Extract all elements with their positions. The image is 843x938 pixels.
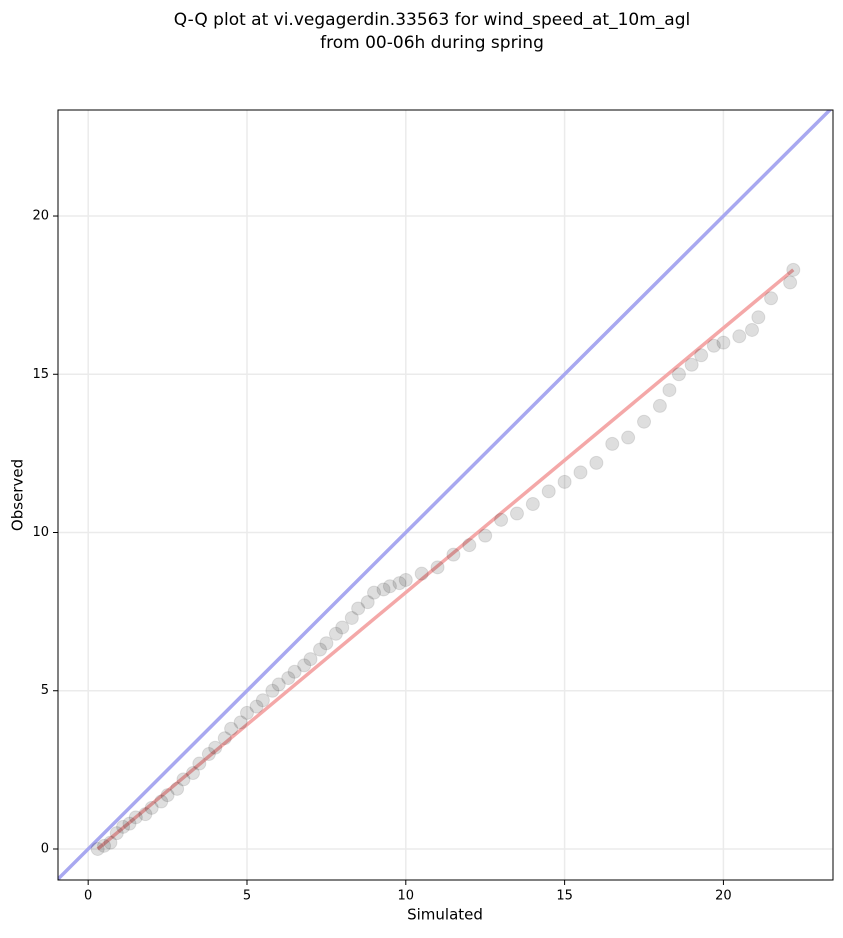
point [192, 756, 207, 771]
point [351, 601, 366, 616]
point [122, 816, 137, 831]
point [478, 528, 493, 543]
point [392, 576, 407, 591]
plot-frame [57, 109, 834, 881]
point [103, 835, 118, 850]
y-tick-label: 5 [41, 683, 49, 698]
x-tick-label: 15 [556, 889, 573, 904]
point [706, 338, 721, 353]
point [621, 430, 636, 445]
point [90, 841, 105, 856]
point [557, 474, 572, 489]
x-tick-label: 5 [243, 889, 251, 904]
point [684, 357, 699, 372]
y-axis-label: Observed [9, 459, 27, 531]
point [414, 566, 429, 581]
point [128, 810, 143, 825]
point [525, 497, 540, 512]
point [328, 626, 343, 641]
point [255, 693, 270, 708]
point [671, 367, 686, 382]
point [297, 658, 312, 673]
point [281, 671, 296, 686]
point [224, 721, 239, 736]
point [144, 800, 159, 815]
y-tick-label: 20 [32, 209, 49, 224]
point [589, 455, 604, 470]
x-tick-label: 20 [715, 889, 732, 904]
chart-title: Q-Q plot at vi.vegagerdin.33563 for wind… [174, 10, 690, 30]
point [109, 826, 124, 841]
point [605, 436, 620, 451]
point [446, 547, 461, 562]
point [170, 781, 185, 796]
point [376, 582, 391, 597]
y-tick-label: 15 [32, 367, 49, 382]
point [786, 262, 801, 277]
point [160, 788, 175, 803]
point [287, 664, 302, 679]
point [97, 838, 112, 853]
reference-line [58, 110, 833, 880]
point [208, 740, 223, 755]
point [382, 579, 397, 594]
point [751, 310, 766, 325]
point [313, 642, 328, 657]
point [716, 335, 731, 350]
point [138, 807, 153, 822]
point [462, 538, 477, 553]
point [335, 620, 350, 635]
point [783, 275, 798, 290]
x-axis-label: Simulated [407, 906, 483, 924]
y-tick-label: 0 [41, 841, 49, 856]
point [637, 414, 652, 429]
point [249, 699, 264, 714]
x-tick-label: 0 [84, 889, 92, 904]
point [367, 585, 382, 600]
point [154, 794, 169, 809]
point [398, 572, 413, 587]
point [233, 715, 248, 730]
point [430, 560, 445, 575]
point [732, 329, 747, 344]
point [239, 705, 254, 720]
reference-line [96, 268, 795, 851]
point [344, 610, 359, 625]
point [303, 652, 318, 667]
point [116, 819, 131, 834]
point [652, 398, 667, 413]
chart-title: from 00-06h during spring [320, 33, 544, 53]
point [271, 677, 286, 692]
point [745, 322, 760, 337]
point [217, 731, 232, 746]
point [494, 512, 509, 527]
point [176, 772, 191, 787]
x-tick-label: 10 [398, 889, 415, 904]
point [360, 595, 375, 610]
point [764, 291, 779, 306]
point [541, 484, 556, 499]
plot-area [58, 110, 833, 880]
point [185, 766, 200, 781]
y-tick-label: 10 [32, 525, 49, 540]
point [509, 506, 524, 521]
point [319, 636, 334, 651]
point [265, 683, 280, 698]
point [662, 383, 677, 398]
point [573, 465, 588, 480]
point [694, 348, 709, 363]
point [201, 747, 216, 762]
